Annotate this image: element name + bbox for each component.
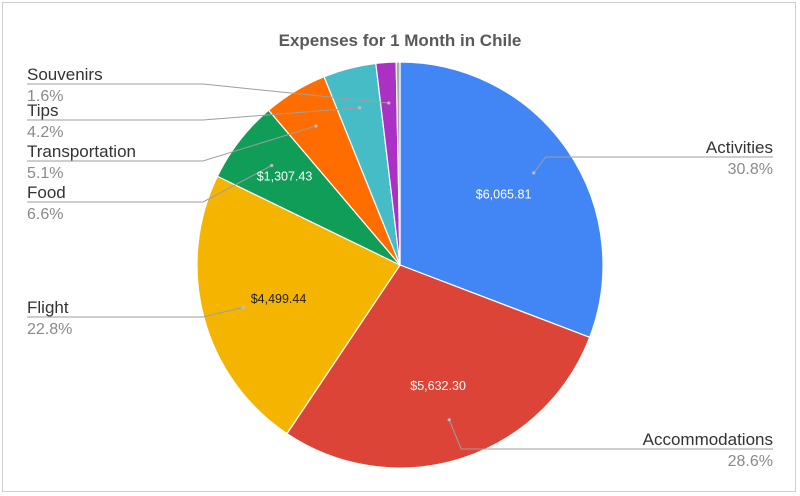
leader-dot (270, 163, 274, 168)
slice-label-percent: 5.1% (27, 165, 63, 182)
slice-label-name: Activities (706, 138, 773, 157)
slice-label-percent: 6.6% (27, 206, 63, 223)
leader-dot (314, 124, 318, 128)
leader-dot (447, 418, 451, 422)
slice-value-label: $4,499.44 (251, 292, 307, 306)
slice-label-name: Transportation (27, 142, 136, 161)
chart-title: Expenses for 1 Month in Chile (279, 31, 522, 50)
leader-line (27, 125, 317, 162)
slice-label-percent: 22.8% (27, 321, 72, 338)
leader-dot (241, 305, 245, 309)
slice-label-name: Souvenirs (27, 65, 103, 84)
leader-dot (387, 101, 391, 105)
slice-value-label: $1,307.43 (257, 169, 313, 183)
pie-slice-accommodations (286, 264, 591, 469)
leader-line (27, 107, 360, 121)
pie-slice-activities (399, 61, 604, 339)
pie-slice-other (395, 61, 401, 266)
slice-label-percent: 1.6% (27, 88, 63, 105)
slice-label-name: Flight (27, 298, 69, 317)
pie-slices (196, 61, 604, 469)
leader-dot (358, 106, 362, 110)
slice-value-label: $5,632.30 (410, 379, 466, 393)
slice-value-label: $6,065.81 (476, 188, 532, 202)
slice-labels: Activities 30.8% Accommodations 28.6% Flight… (27, 65, 773, 470)
leader-lines (27, 83, 773, 450)
slice-label-percent: 4.2% (27, 124, 63, 141)
leader-line (448, 419, 773, 450)
leader-dot (532, 171, 536, 175)
slice-label-percent: 30.8% (728, 161, 773, 178)
slice-label-percent: 28.6% (728, 453, 773, 470)
leader-line (27, 306, 244, 318)
slice-label-name: Accommodations (643, 430, 773, 449)
pie-chart: Expenses for 1 Month in Chile $6,065.81$… (27, 31, 773, 470)
slice-label-name: Food (27, 183, 66, 202)
leader-line (27, 83, 389, 104)
leader-line (27, 165, 272, 203)
leader-line (533, 156, 773, 174)
slice-label-name: Tips (27, 101, 59, 120)
slice-value-labels: $6,065.81 $5,632.30 $4,499.44 $1,307.43 (251, 169, 532, 393)
